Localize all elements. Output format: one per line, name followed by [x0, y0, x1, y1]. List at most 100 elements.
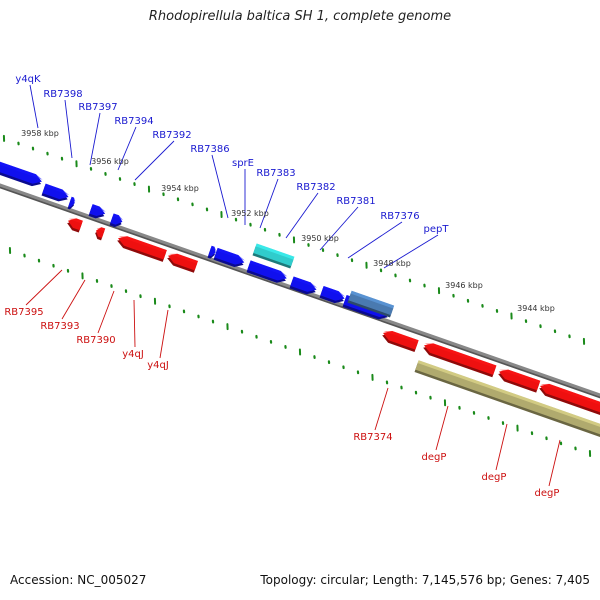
forward-callout-line	[117, 126, 137, 171]
arrow-highlight	[350, 290, 395, 309]
reverse-gene-label: y4qJ	[122, 349, 144, 360]
ruler-kbp-label: 3950 kbp	[301, 234, 339, 243]
forward-callout-line	[319, 206, 359, 251]
arrow-highlight	[417, 360, 600, 430]
arrow-highlight	[499, 369, 541, 384]
forward-gene-arrow	[109, 213, 124, 228]
forward-gene-label: sprE	[232, 158, 254, 169]
reverse-gene-label: degP	[422, 452, 447, 463]
forward-gene-label: RB7381	[336, 196, 375, 207]
arrow-highlight	[292, 276, 318, 288]
forward-gene-label: RB7386	[190, 144, 229, 155]
arrow-highlight	[118, 236, 167, 253]
arrow-highlight	[70, 196, 76, 202]
arrow-highlight	[44, 183, 70, 196]
forward-callout-line	[383, 234, 439, 269]
forward-callout-line	[259, 178, 279, 229]
reverse-gene-arrow	[167, 253, 198, 273]
inner-ruler	[8, 247, 592, 457]
arrow-body	[118, 236, 167, 260]
gene-track	[0, 158, 600, 439]
forward-gene-label: RB7382	[296, 182, 335, 193]
forward-gene-arrow	[319, 285, 346, 304]
forward-gene-arrow	[246, 260, 288, 283]
forward-gene-arrow	[289, 276, 318, 295]
forward-callout-line	[29, 84, 39, 129]
forward-gene-label: RB7392	[152, 130, 191, 141]
forward-gene-label: RB7398	[43, 89, 82, 100]
arrow-body	[540, 383, 600, 414]
reverse-callout-line	[25, 269, 63, 306]
forward-gene-label: RB7376	[380, 211, 419, 222]
arrow-body	[415, 360, 600, 436]
arrow-highlight	[68, 218, 83, 224]
arrow-highlight	[255, 243, 295, 260]
reverse-gene-arrow	[382, 330, 419, 353]
ruler-kbp-label: 3946 kbp	[445, 281, 483, 290]
arrow-highlight	[96, 227, 106, 232]
forward-callout-line	[285, 192, 319, 239]
arrow-highlight	[383, 330, 419, 344]
forward-gene-label: RB7394	[114, 116, 153, 127]
forward-callout-line	[211, 154, 229, 219]
reverse-gene-label: degP	[535, 488, 560, 499]
arrow-highlight	[168, 253, 198, 264]
forward-callout-line	[134, 140, 175, 181]
reverse-gene-arrow	[67, 218, 83, 233]
reverse-callout-line	[159, 309, 169, 359]
arrow-highlight	[112, 213, 124, 220]
reverse-callout-line	[548, 439, 561, 487]
arrow-highlight	[91, 204, 106, 212]
reverse-callout-line	[435, 405, 449, 451]
arrow-body	[96, 227, 106, 238]
label-callouts: y4qKRB7398RB7397RB7394RB7392RB7386sprERB…	[4, 74, 561, 499]
map-title: Rhodopirellula baltica SH 1, complete ge…	[148, 9, 452, 24]
arrow-highlight	[424, 343, 497, 369]
reverse-gene-label: RB7393	[40, 321, 79, 332]
forward-gene-arrow	[41, 183, 70, 202]
outer-ruler	[2, 134, 586, 345]
arrow-highlight	[540, 383, 600, 408]
ruler-labels: 3958 kbp 3956 kbp 3954 kbp 3952 kbp 3950 kbp…	[21, 129, 555, 313]
forward-gene-arrow	[213, 247, 245, 267]
rrna-arrow	[252, 243, 295, 269]
forward-callout-line	[347, 221, 403, 259]
forward-gene-arrow	[0, 158, 43, 187]
forward-gene-label: RB7397	[78, 102, 117, 113]
arrow-body	[168, 253, 198, 271]
genome-stats-label: Topology: circular; Length: 7,145,576 bp…	[260, 573, 590, 587]
forward-callout-line	[64, 99, 73, 159]
forward-gene-arrow	[67, 196, 76, 210]
forward-gene-label: pepT	[424, 224, 450, 235]
reverse-callout-line	[61, 279, 86, 320]
arrow-body	[253, 243, 295, 267]
forward-gene-label: y4qK	[15, 74, 41, 85]
ruler-kbp-label: 3948 kbp	[373, 259, 411, 268]
reverse-gene-arrow	[539, 383, 600, 417]
reverse-gene-label: RB7390	[76, 335, 115, 346]
forward-gene-arrow	[88, 204, 106, 219]
reverse-gene-arrow	[498, 369, 541, 393]
forward-callout-line	[89, 112, 101, 166]
ruler-kbp-label: 3952 kbp	[231, 209, 269, 218]
reverse-gene-arrow	[95, 227, 106, 241]
ruler-kbp-label: 3956 kbp	[91, 157, 129, 166]
reverse-gene-label: RB7374	[353, 432, 392, 443]
other-feature-arrow	[414, 360, 600, 439]
reverse-gene-label: RB7395	[4, 307, 43, 318]
forward-gene-label: RB7383	[256, 168, 295, 179]
reverse-gene-arrow	[423, 343, 497, 378]
arrow-body	[424, 343, 497, 375]
reverse-gene-arrow	[117, 236, 167, 262]
reverse-callout-line	[97, 290, 115, 334]
arrow-body	[348, 290, 395, 316]
forward-gene-arrow	[207, 245, 217, 259]
ruler-kbp-label: 3954 kbp	[161, 184, 199, 193]
arrow-body	[383, 330, 419, 350]
arrow-body	[499, 369, 541, 391]
arrow-highlight	[0, 158, 43, 180]
arrow-highlight	[249, 260, 288, 277]
reverse-callout-line	[133, 299, 136, 348]
reverse-gene-label: y4qJ	[147, 360, 169, 371]
